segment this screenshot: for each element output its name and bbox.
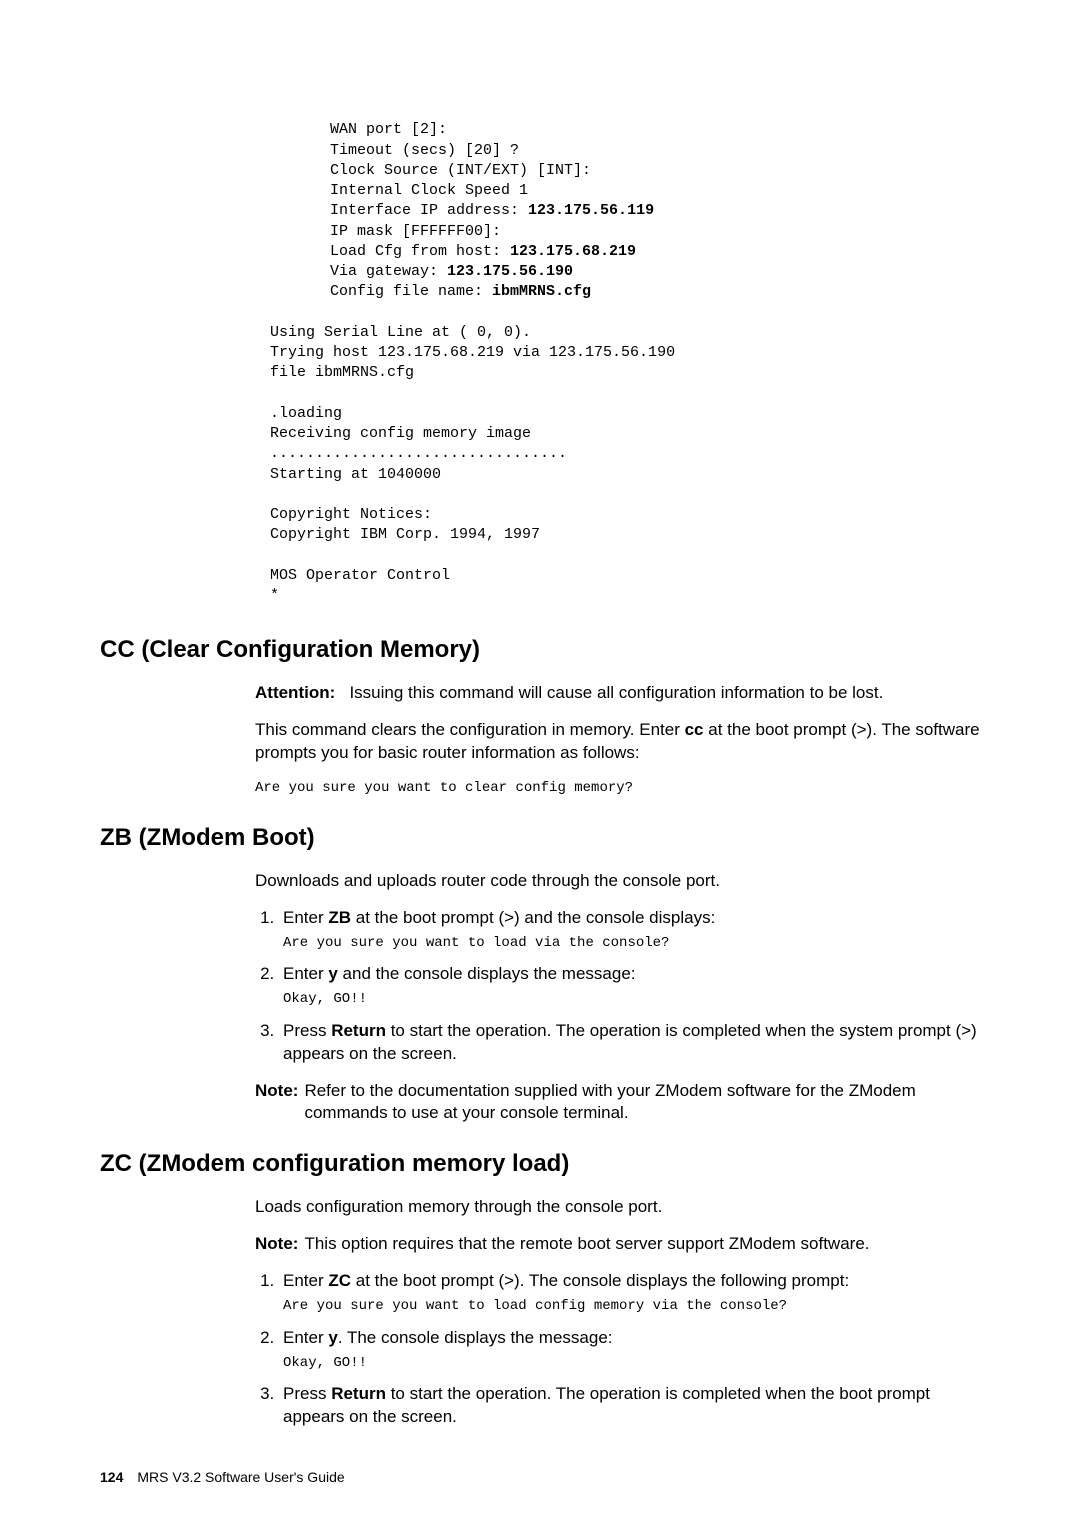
text: Enter <box>283 1271 328 1290</box>
cc-attention: Attention: Issuing this command will cau… <box>255 682 980 705</box>
cmd: Return <box>331 1384 386 1403</box>
term-line: WAN port [2]: <box>330 121 447 138</box>
note-label: Note: <box>255 1080 298 1126</box>
text: to start the operation. The operation is… <box>283 1021 977 1063</box>
zb-steps: Enter ZB at the boot prompt (>) and the … <box>255 907 980 1066</box>
text: This command clears the configuration in… <box>255 720 685 739</box>
term-line: Starting at 1040000 <box>270 466 441 483</box>
zc-body: Loads configuration memory through the c… <box>255 1196 980 1429</box>
term-line: ................................. <box>270 445 567 462</box>
cmd: y <box>328 1328 337 1347</box>
term-line: Config file name: <box>330 283 492 300</box>
term-line: Trying host 123.175.68.219 via 123.175.5… <box>270 344 675 361</box>
attention-text: Issuing this command will cause all conf… <box>349 683 883 702</box>
term-line: IP mask [FFFFFF00]: <box>330 223 501 240</box>
term-line: Copyright Notices: <box>270 506 432 523</box>
cc-prompt: Are you sure you want to clear config me… <box>255 779 980 799</box>
note-text: This option requires that the remote boo… <box>304 1233 980 1256</box>
cmd: Return <box>331 1021 386 1040</box>
zb-body: Downloads and uploads router code throug… <box>255 870 980 1126</box>
term-line: Interface IP address: <box>330 202 528 219</box>
term-bold: 123.175.56.119 <box>528 202 654 219</box>
zb-intro: Downloads and uploads router code throug… <box>255 870 980 893</box>
zc-step-1: Enter ZC at the boot prompt (>). The con… <box>279 1270 980 1317</box>
page-content: WAN port [2]: Timeout (secs) [20] ? Cloc… <box>0 0 1080 1525</box>
note-label: Note: <box>255 1233 298 1256</box>
term-line: Receiving config memory image <box>270 425 531 442</box>
zc-intro: Loads configuration memory through the c… <box>255 1196 980 1219</box>
zb-step-1: Enter ZB at the boot prompt (>) and the … <box>279 907 980 954</box>
term-bold: 123.175.68.219 <box>510 243 636 260</box>
zb-note: Note: Refer to the documentation supplie… <box>255 1080 980 1126</box>
term-line: .loading <box>270 405 342 422</box>
term-line: Internal Clock Speed 1 <box>330 182 528 199</box>
zc-steps: Enter ZC at the boot prompt (>). The con… <box>255 1270 980 1429</box>
cc-para: This command clears the configuration in… <box>255 719 980 765</box>
zc-step1-prompt: Are you sure you want to load config mem… <box>283 1297 980 1317</box>
zc-step-2: Enter y. The console displays the messag… <box>279 1327 980 1374</box>
term-line: Timeout (secs) [20] ? <box>330 142 519 159</box>
term-line: * <box>270 587 279 604</box>
zb-step-3: Press Return to start the operation. The… <box>279 1020 980 1066</box>
term-bold: ibmMRNS.cfg <box>492 283 591 300</box>
page-number: 124 <box>100 1469 123 1485</box>
cmd: ZC <box>328 1271 351 1290</box>
term-line: Using Serial Line at ( 0, 0). <box>270 324 531 341</box>
term-line: file ibmMRNS.cfg <box>270 364 414 381</box>
cc-body: Attention: Issuing this command will cau… <box>255 682 980 798</box>
page-footer: 124 MRS V3.2 Software User's Guide <box>100 1469 980 1485</box>
text: Press <box>283 1021 331 1040</box>
text: and the console displays the message: <box>338 964 636 983</box>
cmd: ZB <box>328 908 351 927</box>
text: Press <box>283 1384 331 1403</box>
text: Enter <box>283 1328 328 1347</box>
note-text: Refer to the documentation supplied with… <box>304 1080 980 1126</box>
zb-heading: ZB (ZModem Boot) <box>100 824 980 852</box>
text: at the boot prompt (>). The console disp… <box>351 1271 849 1290</box>
term-line: MOS Operator Control <box>270 567 450 584</box>
zc-step-3: Press Return to start the operation. The… <box>279 1383 980 1429</box>
text: at the boot prompt (>) and the console d… <box>351 908 715 927</box>
zc-step2-prompt: Okay, GO!! <box>283 1354 980 1374</box>
cmd: y <box>328 964 337 983</box>
zc-heading: ZC (ZModem configuration memory load) <box>100 1150 980 1178</box>
zb-step2-prompt: Okay, GO!! <box>283 990 980 1010</box>
text: . The console displays the message: <box>338 1328 613 1347</box>
zb-step-2: Enter y and the console displays the mes… <box>279 963 980 1010</box>
zc-note: Note: This option requires that the remo… <box>255 1233 980 1256</box>
cc-heading: CC (Clear Configuration Memory) <box>100 636 980 664</box>
term-line: Via gateway: <box>330 263 447 280</box>
book-title: MRS V3.2 Software User's Guide <box>137 1469 344 1485</box>
term-line: Load Cfg from host: <box>330 243 510 260</box>
term-line: Copyright IBM Corp. 1994, 1997 <box>270 526 540 543</box>
text: Enter <box>283 964 328 983</box>
term-line: Clock Source (INT/EXT) [INT]: <box>330 162 591 179</box>
attention-label: Attention: <box>255 683 335 702</box>
zb-step1-prompt: Are you sure you want to load via the co… <box>283 934 980 954</box>
text: Enter <box>283 908 328 927</box>
terminal-output: WAN port [2]: Timeout (secs) [20] ? Cloc… <box>270 100 980 606</box>
cmd: cc <box>685 720 704 739</box>
term-bold: 123.175.56.190 <box>447 263 573 280</box>
